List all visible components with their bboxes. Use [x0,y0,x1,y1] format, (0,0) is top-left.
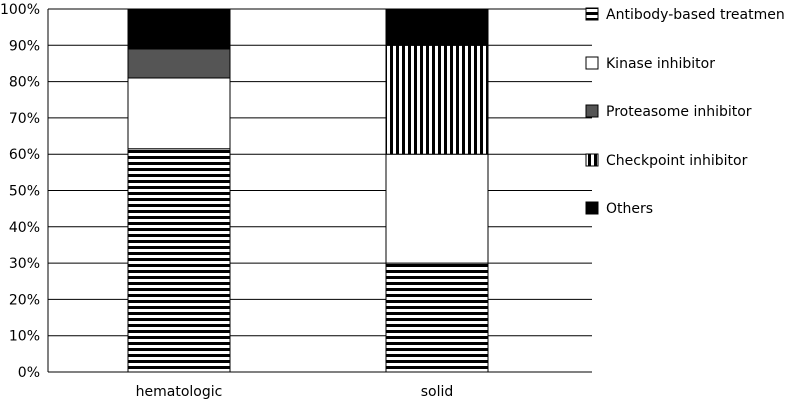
y-axis: 0% 10% 20% 30% 40% 50% 60% 70% 80% 90% 100% [0,2,49,381]
y-tick-label: 60% [9,147,40,163]
bar-segment [127,48,231,79]
y-tick-label: 70% [9,111,40,127]
bar-segment [127,8,231,50]
bar-segment [385,153,489,264]
legend-label: Others [606,201,653,217]
legend: Antibody-based treatment Kinase inhibitor… [585,7,785,217]
legend-swatch [585,56,599,70]
y-tick-label: 90% [9,38,40,54]
legend-swatch [585,7,599,21]
y-tick-label: 10% [9,329,40,345]
bar-segment [385,8,489,46]
legend-label: Checkpoint inhibitor [606,153,748,169]
legend-label: Proteasome inhibitor [606,104,752,120]
y-tick-label: 0% [18,365,40,381]
bar-segment [385,262,489,373]
legend-label: Kinase inhibitor [606,56,715,72]
x-axis: hematologic solid [136,384,454,400]
bars [127,8,489,373]
y-tick-label: 40% [9,220,40,236]
y-tick-label: 50% [9,184,40,200]
y-tick-label: 20% [9,292,40,308]
x-category-label: hematologic [136,384,223,400]
legend-swatch [585,153,599,167]
legend-swatch [585,104,599,118]
y-tick-label: 80% [9,75,40,91]
legend-swatch [585,201,599,215]
y-tick-label: 100% [0,2,40,18]
y-tick-label: 30% [9,256,40,272]
legend-label: Antibody-based treatment [606,7,785,23]
bar-segment [385,44,489,155]
bar-segment [127,77,231,150]
x-category-label: solid [421,384,454,400]
bar-segment [127,148,231,373]
